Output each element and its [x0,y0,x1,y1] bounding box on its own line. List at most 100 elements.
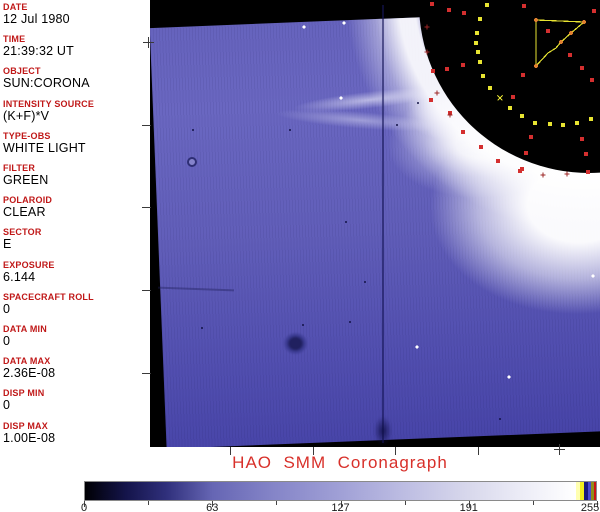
metadata-entry-exposure: EXPOSURE 6.144 [3,260,147,284]
red-marker-dot [568,53,572,57]
metadata-label: DATA MAX [3,356,51,367]
colorbar-tick-label: 63 [206,502,219,512]
red-cross-marker [564,171,570,177]
orange-vertex-dot [534,64,538,68]
metadata-label: EXPOSURE [3,259,55,270]
metadata-label: DISP MIN [3,388,45,399]
white-speck [342,21,346,25]
red-marker-dot [429,98,433,102]
dark-speck [288,128,292,132]
yellow-marker-dot [520,114,524,118]
metadata-value: WHITE LIGHT [3,140,86,155]
colorbar-annotation-stripe [591,482,594,500]
colorbar-major-tick [468,501,470,507]
yellow-marker-dot [589,117,593,121]
red-marker-dot [580,137,584,141]
metadata-entry-date: DATE 12 Jul 1980 [3,2,147,26]
metadata-entry-disp-max: DISP MAX 1.00E-08 [3,421,147,445]
metadata-label: OBJECT [3,66,41,77]
metadata-entry-disp-min: DISP MIN 0 [3,388,147,412]
colorbar-minor-tick [404,501,406,505]
axis-tick-bottom [230,447,231,455]
metadata-value: CLEAR [3,205,46,220]
metadata-label: TIME [3,34,26,45]
orange-vertex-dot [582,20,586,24]
metadata-entry-sector: SECTOR E [3,227,147,251]
yellow-marker-dot [488,86,492,90]
colorbar-tick-label: 255 [580,502,600,512]
orange-vertex-dot [559,40,563,44]
red-cross-marker [424,49,430,55]
detector-column-smudge [374,416,392,446]
colorbar-annotation-stripe [588,482,592,500]
yellow-marker-dot [476,50,480,54]
yellow-marker-dot [548,122,552,126]
metadata-value: 0 [3,398,11,413]
red-marker-dot [479,145,483,149]
dark-speck [191,128,195,132]
colorbar-major-tick [340,501,342,507]
metadata-label: INTENSITY SOURCE [3,98,95,109]
yellow-marker-dot [533,121,537,125]
red-marker-dot [529,135,533,139]
white-speck [591,274,595,278]
yellow-marker-dot [474,41,478,45]
red-marker-dot [586,170,590,174]
feature-polygon-outline [535,19,586,68]
metadata-label: DATA MIN [3,324,47,334]
colorbar-minor-tick [148,501,150,505]
axis-corner-cross [554,444,565,455]
yellow-marker-dot [485,3,489,7]
colorbar-tick-label: 127 [331,502,350,512]
image-title: HAO SMM Coronagraph [232,453,448,472]
colorbar-major-tick [212,501,214,507]
metadata-label: SECTOR [3,227,42,238]
metadata-value: 0 [3,334,11,348]
colorbar-major-tick [84,501,85,507]
dust-spot-small [187,157,197,167]
red-marker-dot [496,159,500,163]
axis-tick-left [142,290,151,291]
metadata-sidebar: DATE 12 Jul 1980 TIME 21:39:32 UT OBJECT SUN:… [0,0,148,447]
red-marker-dot [522,4,526,8]
metadata-label: TYPE-OBS [3,130,51,141]
metadata-label: DISP MAX [3,420,48,431]
dark-speck [348,320,352,324]
metadata-entry-object: OBJECT SUN:CORONA [3,66,147,90]
colorbar-minor-tick [276,501,278,505]
dark-speck [363,280,367,284]
yellow-x-marker [497,95,503,101]
orange-vertex-dot [534,18,538,22]
red-marker-dot [584,152,588,156]
metadata-value: 12 Jul 1980 [3,12,70,26]
red-marker-dot [590,78,594,82]
dark-speck [200,326,204,330]
red-cross-marker [424,24,430,30]
metadata-value: E [3,237,12,252]
annotation-overlay [191,2,596,421]
colorbar-gradient [84,481,597,501]
red-marker-dot [521,73,525,77]
dark-speck [301,323,305,327]
metadata-label: POLAROID [3,195,53,206]
colorbar-minor-tick [532,501,534,505]
yellow-marker-dot [575,121,579,125]
axis-tick-bottom [478,447,479,455]
metadata-value: 21:39:32 UT [3,44,74,59]
yellow-marker-dot [481,74,485,78]
metadata-entry-data-min: DATA MIN 0 [3,324,147,348]
red-cross-marker [434,90,440,96]
yellow-marker-dot [561,123,565,127]
red-marker-dot [524,151,528,155]
metadata-value: GREEN [3,173,49,187]
dark-speck [395,123,399,127]
red-marker-dot [462,11,466,15]
red-marker-dot [520,167,524,171]
metadata-label: SPACECRAFT ROLL [3,291,94,302]
detector-column-artifact [381,5,384,443]
white-speck [507,375,511,379]
colorbar-tick-label: 191 [459,502,478,512]
colorbar-annotation-stripe [576,482,581,500]
red-marker-dot [461,63,465,67]
